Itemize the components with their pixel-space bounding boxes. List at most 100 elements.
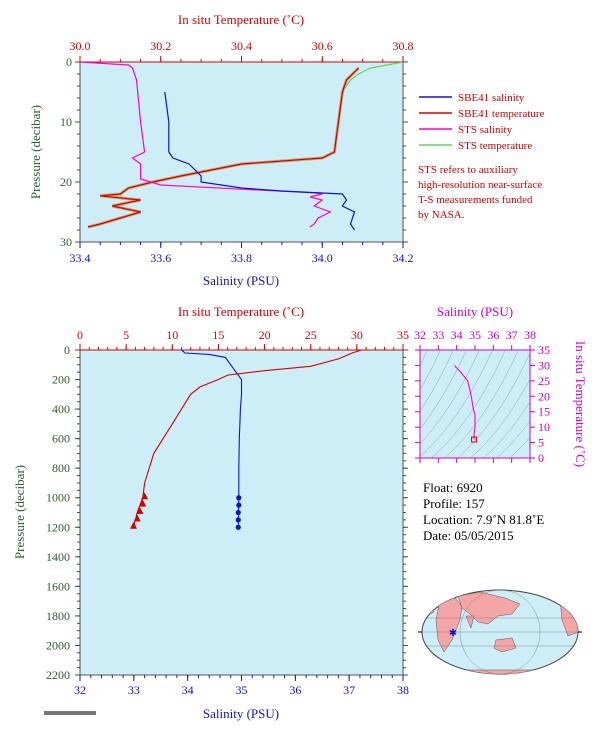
land-antarctica	[429, 669, 571, 674]
footer-mark	[44, 711, 96, 715]
land-india	[465, 615, 475, 629]
top-pressure-tick-label: 20	[60, 175, 72, 189]
top-pressure-tick-label: 0	[66, 55, 72, 69]
top-temp-tick-label: 30.2	[150, 39, 171, 53]
ts-end-marker	[471, 436, 478, 443]
bottom-pressure-tick-label: 1800	[46, 609, 70, 623]
top-salinity-tick-label: 34.0	[312, 251, 333, 265]
bottom-salinity-marker	[236, 502, 242, 508]
bottom-temp-tick-label: 10	[166, 328, 178, 342]
top-series-group	[80, 62, 403, 231]
top-temp-tick-label: 30.6	[312, 39, 333, 53]
bottom-salinity-tick-label: 38	[397, 683, 409, 697]
ts-isoline	[444, 350, 519, 458]
map-graticule	[422, 590, 578, 674]
bottom-pressure-tick-label: 0	[64, 343, 70, 357]
ts-salinity-tick-label: 34	[451, 328, 463, 342]
bottom-salinity-tick-label: 34	[182, 683, 194, 697]
top-temp-tick-label: 30.0	[70, 39, 91, 53]
date: Date: 05/05/2015	[423, 528, 514, 543]
top-pressure-tick-label: 10	[60, 115, 72, 129]
bottom-pressure-axis-title: Pressure (decibar)	[12, 465, 27, 559]
bottom-temp-tick-label: 25	[305, 328, 317, 342]
bottom-salinity-tick-label: 37	[343, 683, 355, 697]
ts-plot-area	[419, 349, 531, 459]
bottom-series-temperature	[132, 350, 362, 528]
ts-temp-tick-label: 0	[538, 451, 544, 465]
top-salinity-axis-title: Salinity (PSU)	[203, 273, 279, 288]
map-float-marker: ✱	[449, 628, 457, 639]
bottom-temperature-marker	[139, 499, 147, 507]
bottom-pressure-tick-label: 400	[52, 402, 70, 416]
bottom-pressure-tick-label: 1600	[46, 579, 70, 593]
bottom-salinity-tick-label: 36	[289, 683, 301, 697]
ts-temp-tick-label: 30	[538, 358, 550, 372]
bottom-temp-axis-title: In situ Temperature (˚C)	[178, 304, 304, 319]
top-axis-ticks: 30.0 30.2 30.4 30.6 30.8 33.4 33.6 33.8 34.0 34.2…	[60, 39, 414, 265]
ts-isoline	[431, 350, 506, 458]
ts-isoline	[420, 350, 480, 445]
bottom-temp-tick-label: 30	[351, 328, 363, 342]
location: Location: 7.9˚N 81.8˚E	[423, 512, 544, 527]
top-pressure-axis-title: Pressure (decibar)	[28, 105, 43, 199]
ts-temp-tick-label: 15	[538, 405, 550, 419]
bottom-pressure-tick-label: 2000	[46, 638, 70, 652]
ts-salinity-tick-label: 37	[506, 328, 518, 342]
bottom-temperature-marker	[133, 514, 141, 522]
ts-series-line	[454, 365, 476, 440]
sts-annotation: STS refers to auxiliary high-resolution …	[418, 164, 542, 221]
top-salinity-tick-label: 33.6	[150, 251, 171, 265]
ts-temp-tick-label: 35	[538, 343, 550, 357]
top-series-sts-salinity	[80, 62, 332, 228]
top-series-sbe41-salinity	[164, 91, 356, 231]
ts-isoline	[420, 350, 467, 429]
bottom-salinity-tick-label: 33	[128, 683, 140, 697]
bottom-pressure-tick-label: 1400	[46, 550, 70, 564]
ts-density-isolines	[420, 350, 530, 458]
land-australia	[493, 637, 517, 653]
ts-temp-axis-title: In situ Temperature (˚C)	[573, 341, 588, 467]
bottom-panel: 0 5 10 15 20 25 30 35 32 33 34 35 36 37 38 0 200 400 600 80…	[12, 304, 409, 721]
bottom-temperature-marker	[141, 492, 149, 500]
bottom-salinity-axis-title: Salinity (PSU)	[203, 706, 279, 721]
legend: SBE41 salinity SBE41 temperature STS sal…	[419, 92, 545, 152]
ts-isoline	[457, 352, 530, 458]
ts-temp-tick-label: 20	[538, 389, 550, 403]
bottom-pressure-tick-label: 1200	[46, 520, 70, 534]
ts-isoline	[420, 350, 441, 391]
legend-label-sts-temperature: STS temperature	[458, 140, 532, 152]
annotation-line-3: T-S measurements funded	[418, 194, 533, 206]
float-info: Float: 6920 Profile: 157 Location: 7.9˚N…	[423, 480, 544, 543]
ts-series-group	[454, 365, 478, 443]
bottom-series-group	[130, 350, 362, 530]
bottom-axis-ticks: 0 5 10 15 20 25 30 35 32 33 34 35 36 37 38 0 200 400 600 80…	[46, 328, 409, 697]
ts-temp-tick-label: 5	[538, 436, 544, 450]
annotation-line-1: STS refers to auxiliary	[418, 164, 518, 176]
legend-label-sts-salinity: STS salinity	[458, 124, 513, 136]
float-id: Float: 6920	[423, 480, 483, 495]
ts-salinity-tick-label: 36	[487, 328, 499, 342]
top-panel: 30.0 30.2 30.4 30.6 30.8 33.4 33.6 33.8 34.0 34.2…	[28, 12, 414, 288]
ts-isoline	[420, 350, 493, 457]
top-salinity-tick-label: 33.8	[231, 251, 252, 265]
bottom-pressure-tick-label: 200	[52, 373, 70, 387]
legend-label-sbe41-salinity: SBE41 salinity	[458, 92, 525, 104]
top-pressure-tick-label: 30	[60, 235, 72, 249]
bottom-pressure-tick-label: 800	[52, 461, 70, 475]
top-salinity-tick-label: 34.2	[393, 251, 414, 265]
ts-isoline	[420, 350, 454, 412]
annotation-line-4: by NASA.	[418, 209, 465, 221]
legend-label-sbe41-temperature: SBE41 temperature	[458, 108, 545, 120]
bottom-pressure-tick-label: 2200	[46, 668, 70, 682]
bottom-temp-tick-label: 15	[212, 328, 224, 342]
bottom-pressure-tick-label: 600	[52, 432, 70, 446]
ts-isoline	[420, 350, 428, 367]
bottom-salinity-marker	[236, 495, 242, 501]
top-salinity-tick-label: 33.4	[70, 251, 91, 265]
bottom-temp-tick-label: 20	[259, 328, 271, 342]
top-temp-tick-label: 30.8	[393, 39, 414, 53]
bottom-temp-tick-label: 35	[397, 328, 409, 342]
